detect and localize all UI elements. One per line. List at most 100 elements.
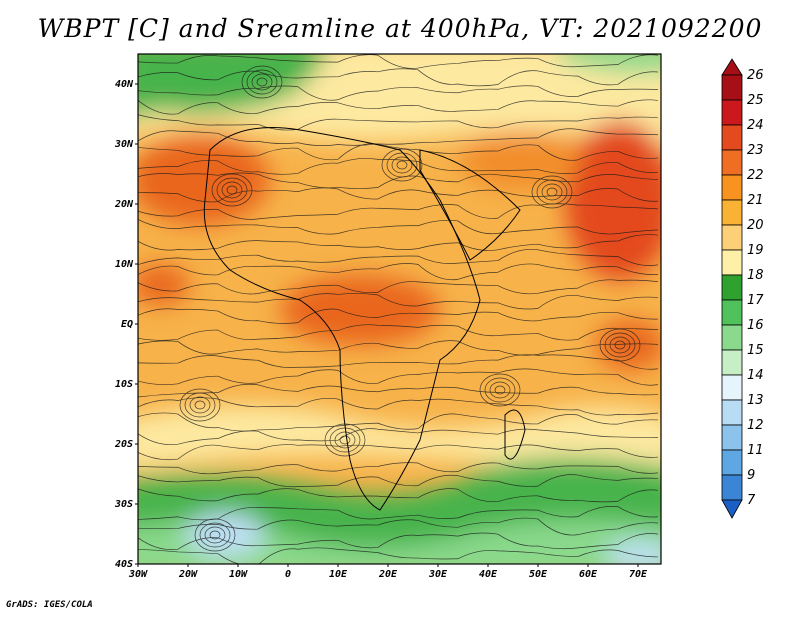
vortex-ring — [484, 377, 516, 403]
colorbar-label: 17 — [747, 293, 764, 308]
vortex-ring — [541, 183, 563, 201]
streamline — [138, 219, 659, 235]
streamline — [138, 340, 659, 356]
vortex-ring — [194, 518, 236, 552]
colorbar-swatch — [721, 474, 743, 501]
colorbar-bottom-arrow — [721, 499, 743, 519]
colorbar-label: 19 — [747, 243, 764, 258]
vortex-ring — [209, 530, 221, 540]
streamline — [138, 143, 659, 161]
colorbar-label: 23 — [747, 143, 764, 158]
colorbar-swatch — [721, 224, 743, 251]
colorbar-swatch — [721, 399, 743, 426]
streamline — [138, 85, 659, 101]
lat-label: EQ — [121, 319, 133, 330]
vortex-ring — [179, 388, 221, 422]
vortex-ring — [531, 175, 573, 209]
vortex-ring — [189, 396, 211, 414]
footer-credit: GrADS: IGES/COLA — [6, 600, 93, 610]
colorbar-label: 7 — [747, 493, 756, 508]
lon-label: 50E — [529, 569, 548, 580]
streamline — [138, 383, 659, 398]
streamline — [138, 249, 659, 266]
lon-label: 30E — [428, 569, 448, 580]
vortex-ring — [339, 435, 351, 445]
colorbar-label: 14 — [747, 368, 764, 383]
colorbar-swatch — [721, 299, 743, 326]
vortex-ring — [536, 179, 568, 205]
colorbar-label: 26 — [747, 68, 764, 83]
streamline — [138, 114, 659, 131]
lat-label: 30S — [114, 499, 133, 510]
vortex-ring — [614, 340, 626, 350]
streamline — [138, 412, 659, 432]
colorbar-swatch — [721, 374, 743, 401]
colorbar-swatch — [721, 349, 743, 376]
vortex-ring — [194, 400, 206, 410]
vortex-ring — [251, 73, 273, 91]
vortex-ring — [396, 160, 408, 170]
map-figure: 40N 30N 20N 10N EQ 10S 20S 30S 40S 30W 20W 10W 0 10E… — [114, 53, 764, 580]
colorbar-swatch — [721, 124, 743, 151]
lon-label: 20E — [378, 569, 398, 580]
streamline — [138, 279, 659, 295]
vortex-ring — [221, 181, 243, 199]
colorbar-swatch — [721, 324, 743, 351]
vortex-ring — [256, 77, 268, 87]
vortex-ring — [546, 187, 558, 197]
vortex-ring — [604, 332, 636, 358]
lon-label: 60E — [579, 569, 598, 580]
lat-label: 20N — [114, 199, 134, 210]
lat-label: 20S — [114, 439, 133, 450]
vortex-ring — [216, 177, 248, 203]
colorbar-label: 21 — [747, 193, 764, 208]
vortex-ring — [381, 148, 423, 182]
lon-label: 10W — [229, 569, 248, 580]
colorbar-label: 11 — [747, 443, 764, 458]
lat-label: 10S — [115, 379, 133, 390]
colorbar-swatch — [721, 449, 743, 476]
colorbar-swatch — [721, 74, 743, 101]
streamline — [138, 462, 659, 475]
streamline — [138, 444, 659, 461]
vortex-ring — [184, 392, 216, 418]
vortex-ring — [609, 336, 631, 354]
streamline — [138, 158, 659, 175]
colorbar-swatch — [721, 199, 743, 226]
colorbar-label: 18 — [747, 268, 764, 283]
streamline — [138, 488, 659, 503]
streamline — [138, 354, 659, 370]
colorbar-label: 12 — [747, 418, 764, 433]
vortex-ring — [241, 65, 283, 99]
streamline — [138, 324, 659, 341]
lon-label: 0 — [285, 569, 291, 580]
streamline — [138, 203, 659, 220]
colorbar-label: 20 — [747, 218, 764, 233]
streamline — [138, 428, 659, 445]
vortex-ring — [479, 373, 521, 407]
colorbar-swatch — [721, 274, 743, 301]
streamline — [138, 532, 659, 550]
lon-label: 20W — [178, 569, 198, 580]
lon-label: 30W — [128, 569, 148, 580]
streamline — [138, 506, 659, 521]
latitude-labels: 40N 30N 20N 10N EQ 10S 20S 30S 40S — [114, 79, 138, 570]
streamline — [138, 517, 659, 536]
streamline — [138, 99, 659, 115]
colorbar-top-arrow — [721, 58, 743, 76]
longitude-labels: 30W 20W 10W 0 10E 20E 30E 40E 50E 60E 70E — [128, 564, 648, 580]
colorbar-label: 15 — [747, 343, 764, 358]
coastlines — [203, 127, 526, 511]
colorbar-swatch — [721, 174, 743, 201]
vortex-ring — [391, 156, 413, 174]
lat-label: 30N — [114, 139, 134, 150]
colorbar: 26 25 24 23 22 21 20 19 18 17 16 15 14 13 12 11 9 7 — [721, 58, 764, 519]
streamline — [138, 234, 659, 251]
vortex-ring — [211, 173, 253, 207]
lat-label: 40S — [115, 559, 133, 570]
vortex-ring — [226, 185, 238, 195]
lon-label: 40E — [479, 569, 498, 580]
colorbar-label: 25 — [747, 93, 764, 108]
colorbar-label: 9 — [747, 468, 755, 483]
colorbar-swatch — [721, 424, 743, 451]
